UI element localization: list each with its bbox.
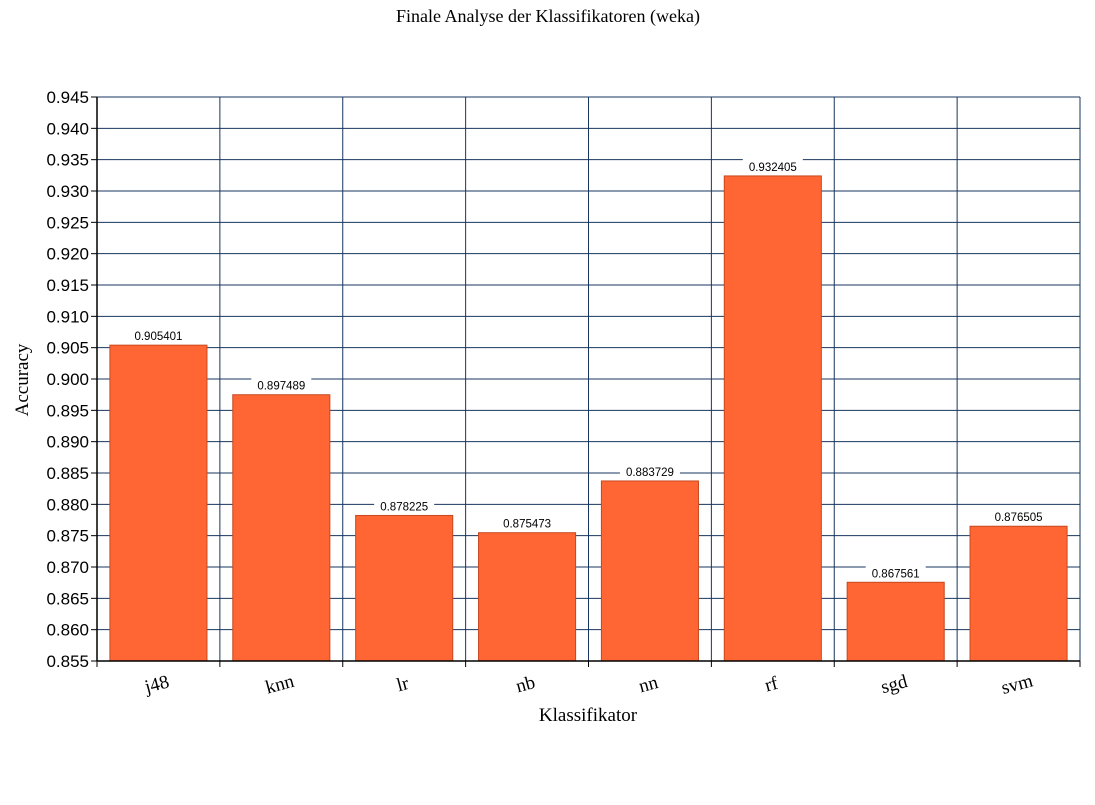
bar-nb — [478, 532, 577, 662]
bar-lr — [355, 514, 454, 662]
x-category-label: sgd — [879, 671, 910, 698]
y-tick-label: 0.900 — [46, 370, 89, 389]
bars — [109, 175, 1068, 662]
x-category-label: j48 — [142, 671, 172, 698]
bar-knn — [232, 394, 331, 662]
bar-sgd — [846, 581, 945, 662]
data-label: 0.897489 — [257, 381, 305, 393]
x-category-label: rf — [763, 673, 781, 697]
chart-title: Finale Analyse der Klassifikatoren (weka… — [396, 6, 700, 27]
bar-svm — [969, 525, 1068, 662]
x-axis-label: Klassifikator — [539, 705, 638, 726]
data-labels: 0.905401 0.897489 0.878225 0.875473 0.883729… — [128, 158, 1049, 580]
data-label: 0.876505 — [995, 512, 1043, 524]
data-label-background — [742, 158, 803, 173]
data-label: 0.883729 — [626, 467, 674, 479]
data-label-background — [374, 498, 435, 513]
data-label-background — [988, 509, 1049, 524]
y-axis-label: Accuracy — [12, 343, 33, 416]
x-category-label: svm — [999, 670, 1035, 699]
y-tick-label: 0.870 — [46, 558, 89, 577]
y-tick-label: 0.880 — [46, 495, 89, 514]
data-label: 0.905401 — [134, 331, 182, 343]
y-tick-label: 0.925 — [46, 213, 89, 232]
y-tick-label: 0.920 — [46, 245, 89, 264]
x-category-label: nb — [514, 672, 538, 697]
x-axis-categories: j48 knn lr nb nn rf sgd svm — [96, 661, 1081, 699]
y-tick-label: 0.885 — [46, 464, 89, 483]
y-tick-label: 0.860 — [46, 621, 89, 640]
bar-j48 — [109, 344, 208, 662]
y-tick-label: 0.855 — [46, 652, 89, 671]
y-tick-label: 0.930 — [46, 182, 89, 201]
data-label-background — [251, 377, 312, 392]
data-label-background — [619, 463, 680, 478]
data-label: 0.875473 — [503, 519, 551, 531]
x-category-label: lr — [394, 673, 411, 696]
y-tick-label: 0.895 — [46, 401, 89, 420]
y-tick-label: 0.905 — [46, 339, 89, 358]
bar-rf — [723, 175, 822, 662]
bar-nn — [600, 480, 699, 662]
x-category-label: knn — [263, 671, 296, 699]
y-tick-label: 0.935 — [46, 151, 89, 170]
y-tick-label: 0.875 — [46, 527, 89, 546]
y-tick-label: 0.945 — [46, 88, 89, 107]
data-label: 0.878225 — [380, 501, 428, 513]
y-tick-label: 0.890 — [46, 433, 89, 452]
data-label-background — [865, 565, 926, 580]
y-tick-label: 0.865 — [46, 589, 89, 608]
data-label-background — [497, 515, 558, 530]
x-category-label: nn — [637, 672, 661, 697]
y-axis-ticks: 0.855 0.860 0.865 0.870 0.875 0.880 0.885 0.890… — [46, 88, 97, 671]
y-tick-label: 0.940 — [46, 119, 89, 138]
y-tick-label: 0.910 — [46, 307, 89, 326]
data-label: 0.932405 — [749, 162, 797, 174]
y-tick-label: 0.915 — [46, 276, 89, 295]
data-label: 0.867561 — [872, 568, 920, 580]
axes — [96, 97, 1080, 662]
data-label-background — [128, 328, 189, 343]
